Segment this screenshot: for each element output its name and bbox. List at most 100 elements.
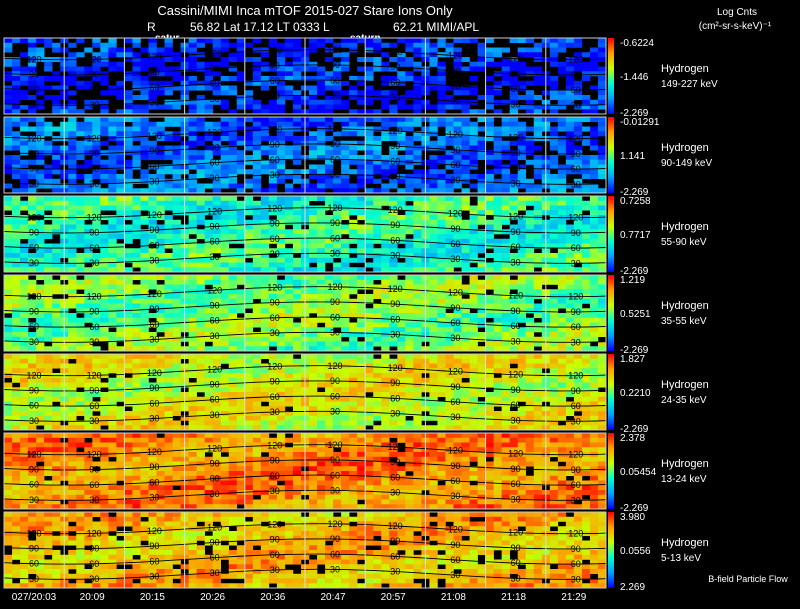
heatmap-cell	[156, 136, 165, 142]
heatmap-cell	[429, 234, 438, 240]
heatmap-cell	[20, 363, 29, 369]
heatmap-cell	[373, 253, 382, 259]
heatmap-cell	[76, 219, 85, 225]
heatmap-cell	[453, 248, 462, 254]
heatmap-cell	[357, 382, 366, 388]
heatmap-cell	[196, 188, 205, 194]
heatmap-cell	[461, 109, 470, 115]
heatmap-cell	[100, 298, 109, 304]
heatmap-cell	[485, 99, 494, 105]
heatmap-cell	[156, 262, 165, 268]
heatmap-cell	[220, 354, 230, 360]
heatmap-cell	[517, 95, 527, 101]
heatmap-cell	[12, 238, 21, 244]
heatmap-cell	[325, 104, 334, 110]
heatmap-cell	[549, 131, 559, 137]
heatmap-cell	[20, 71, 29, 77]
heatmap-cell	[4, 224, 13, 230]
heatmap-cell	[92, 205, 101, 211]
heatmap-cell	[108, 336, 117, 342]
heatmap-cell	[565, 284, 575, 290]
heatmap-cell	[276, 155, 286, 161]
heatmap-cell	[236, 38, 246, 44]
heatmap-cell	[108, 358, 117, 364]
heatmap-cell	[196, 415, 205, 421]
heatmap-cell	[565, 200, 575, 206]
heatmap-cell	[381, 420, 390, 426]
heatmap-cell	[244, 346, 254, 352]
heatmap-cell	[589, 71, 599, 77]
heatmap-cell	[309, 61, 318, 67]
heatmap-cell	[597, 188, 607, 194]
heatmap-cell	[413, 47, 422, 53]
heatmap-cell	[284, 382, 294, 388]
heatmap-cell	[292, 336, 302, 342]
heatmap-cell	[501, 215, 510, 221]
heatmap-cell	[445, 140, 454, 146]
heatmap-cell	[172, 155, 181, 161]
heatmap-cell	[325, 57, 334, 63]
heatmap-cell	[397, 298, 406, 304]
heatmap-cell	[517, 66, 527, 72]
heatmap-cell	[509, 95, 519, 101]
heatmap-cell	[549, 308, 559, 314]
heatmap-cell	[116, 215, 125, 221]
heatmap-cell	[493, 90, 502, 96]
heatmap-cell	[509, 117, 519, 123]
heatmap-cell	[12, 284, 21, 290]
heatmap-cell	[525, 332, 535, 338]
heatmap-cell	[325, 238, 334, 244]
heatmap-cell	[333, 420, 342, 426]
heatmap-cell	[533, 131, 543, 137]
heatmap-cell	[76, 382, 85, 388]
heatmap-cell	[445, 332, 454, 338]
heatmap-cell	[477, 188, 486, 194]
heatmap-cell	[84, 358, 93, 364]
heatmap-cell	[164, 90, 173, 96]
heatmap-cell	[100, 224, 109, 230]
heatmap-cell	[132, 373, 141, 379]
heatmap-cell	[429, 298, 438, 304]
heatmap-cell	[341, 382, 350, 388]
heatmap-cell	[437, 341, 446, 347]
heatmap-cell	[389, 396, 398, 402]
heatmap-cell	[260, 150, 270, 156]
heatmap-cell	[132, 104, 141, 110]
heatmap-cell	[341, 174, 350, 180]
heatmap-cell	[309, 415, 318, 421]
contour-label: 60	[270, 76, 280, 86]
heatmap-cell	[333, 196, 342, 202]
heatmap-cell	[68, 284, 77, 290]
heatmap-cell	[333, 425, 342, 431]
energy-range-label: 90-149 keV	[661, 158, 712, 169]
heatmap-cell	[220, 420, 230, 426]
heatmap-cell	[429, 346, 438, 352]
heatmap-cell	[36, 420, 45, 426]
heatmap-cell	[28, 174, 37, 180]
heatmap-cell	[381, 104, 390, 110]
heatmap-cell	[581, 61, 591, 67]
heatmap-cell	[124, 298, 133, 304]
contour-label: 90	[89, 228, 99, 238]
heatmap-cell	[389, 80, 398, 86]
heatmap-cell	[108, 396, 117, 402]
heatmap-cell	[349, 298, 358, 304]
heatmap-cell	[284, 401, 294, 407]
heatmap-cell	[333, 183, 342, 189]
heatmap-cell	[188, 99, 197, 105]
heatmap-cell	[244, 95, 254, 101]
heatmap-cell	[469, 150, 478, 156]
heatmap-cell	[381, 392, 390, 398]
heatmap-cell	[244, 200, 254, 206]
contour-label: 30	[149, 256, 159, 266]
heatmap-cell	[597, 80, 607, 86]
heatmap-cell	[453, 121, 462, 127]
heatmap-cell	[501, 332, 510, 338]
heatmap-cell	[260, 275, 270, 281]
heatmap-cell	[108, 317, 117, 323]
heatmap-cell	[68, 131, 77, 137]
heatmap-cell	[4, 57, 13, 63]
heatmap-cell	[333, 42, 342, 48]
heatmap-cell	[325, 346, 334, 352]
heatmap-cell	[349, 392, 358, 398]
